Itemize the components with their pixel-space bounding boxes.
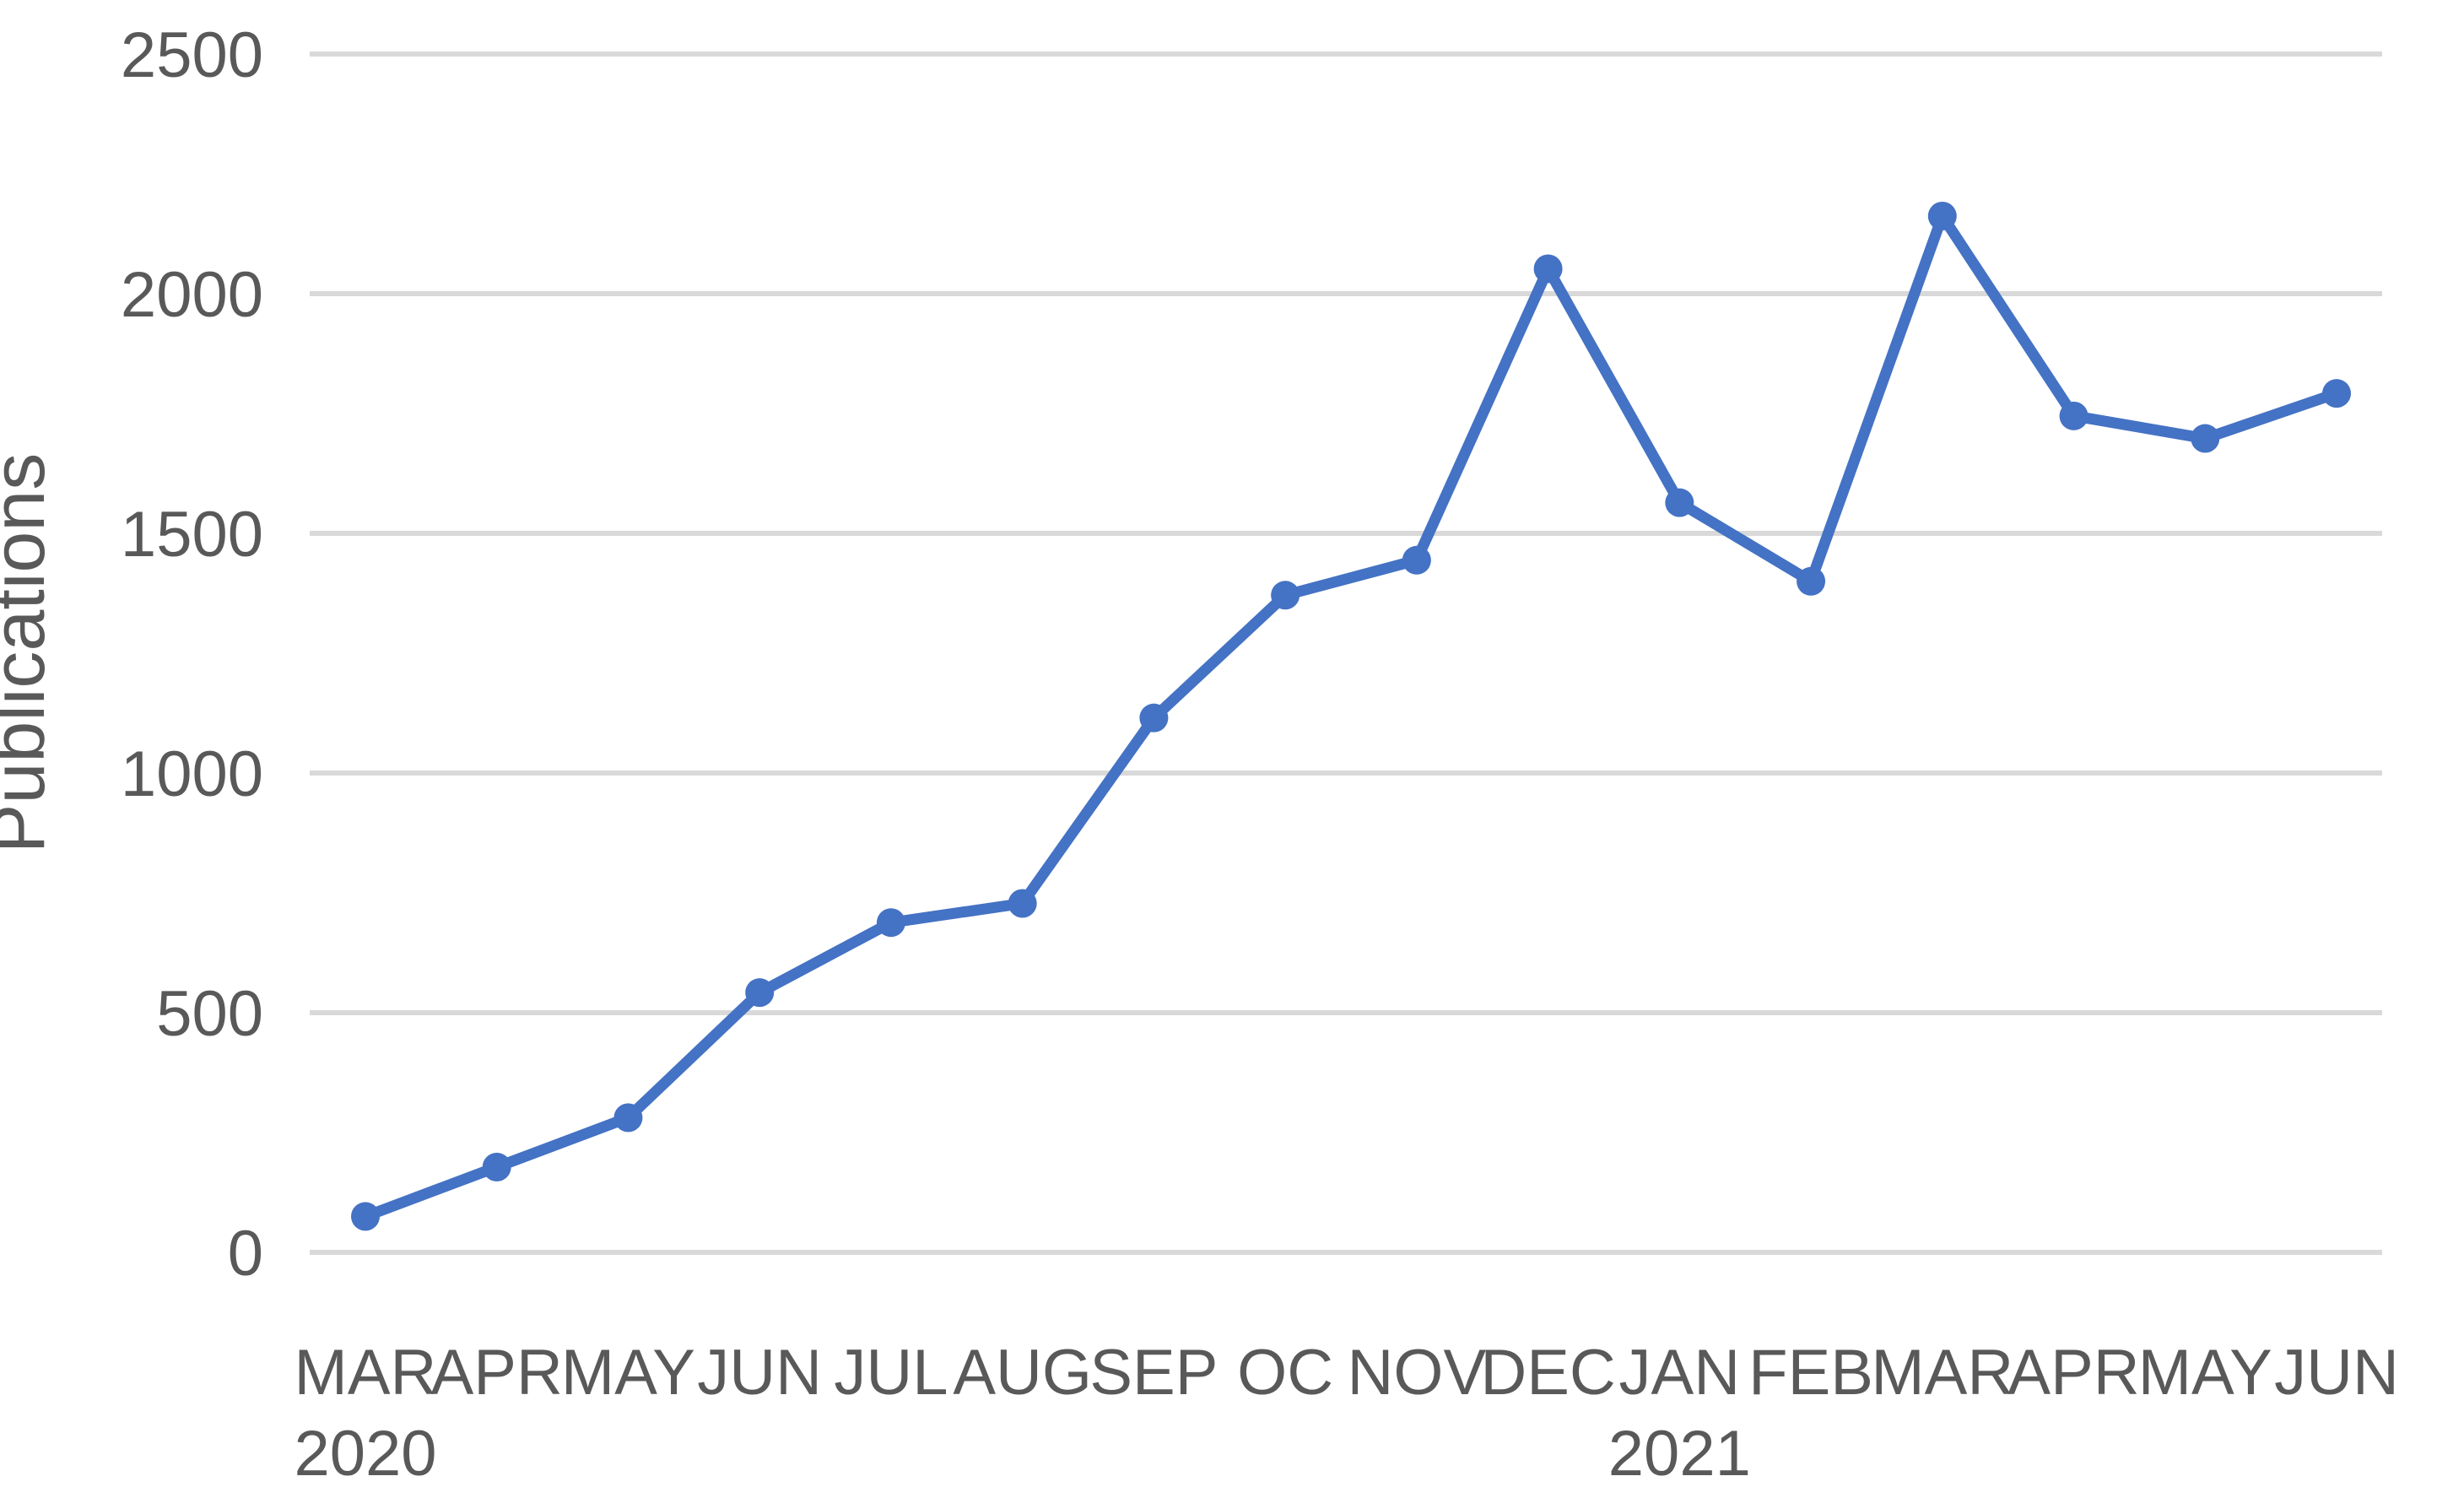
x-tick-label: JUL: [834, 1337, 948, 1409]
data-point: [745, 978, 775, 1008]
x-tick-label: JUN: [2274, 1337, 2399, 1409]
x-tick-label: FEB: [1748, 1337, 1873, 1409]
y-tick-label: 0: [228, 1218, 263, 1290]
y-tick-label: 2500: [121, 19, 263, 91]
y-tick-label: 2000: [121, 259, 263, 331]
data-point: [482, 1152, 511, 1181]
x-tick-label: AUG: [953, 1337, 1092, 1409]
x-tick-label: SEP: [1089, 1337, 1218, 1409]
data-point: [1797, 566, 1826, 596]
data-point: [1008, 889, 1037, 918]
x-tick-label: APR: [431, 1337, 563, 1409]
data-point: [1927, 201, 1957, 230]
x-tick-label: APR: [2007, 1337, 2139, 1409]
data-point: [1139, 703, 1169, 733]
data-point: [2322, 379, 2351, 408]
y-tick-label: 1500: [121, 499, 263, 570]
data-point: [351, 1202, 380, 1231]
data-point: [2059, 401, 2088, 430]
x-tick-label: MAR: [1871, 1337, 2013, 1409]
data-point: [613, 1103, 643, 1133]
x-axis-year-label: 2021: [1608, 1418, 1751, 1487]
data-point: [876, 908, 905, 938]
x-tick-label: JAN: [1619, 1337, 1741, 1409]
x-tick-label: MAY: [561, 1337, 695, 1409]
data-point: [1271, 581, 1300, 610]
data-point: [1402, 545, 1431, 575]
x-tick-label: NOV: [1348, 1337, 1487, 1409]
x-tick-label: DEC: [1480, 1337, 1615, 1409]
x-tick-label: JUN: [697, 1337, 822, 1409]
data-point: [1533, 254, 1563, 284]
y-tick-label: 1000: [121, 738, 263, 810]
x-tick-label: MAY: [2138, 1337, 2272, 1409]
x-axis-year-label: 2020: [294, 1418, 436, 1487]
x-tick-label: MAR: [294, 1337, 437, 1409]
x-tick-label: OC: [1237, 1337, 1333, 1409]
y-tick-label: 500: [156, 978, 263, 1050]
data-point: [1665, 488, 1694, 517]
y-axis-title: Publications: [0, 453, 60, 854]
series-line: [359, 210, 2342, 1222]
data-point: [2191, 424, 2220, 453]
